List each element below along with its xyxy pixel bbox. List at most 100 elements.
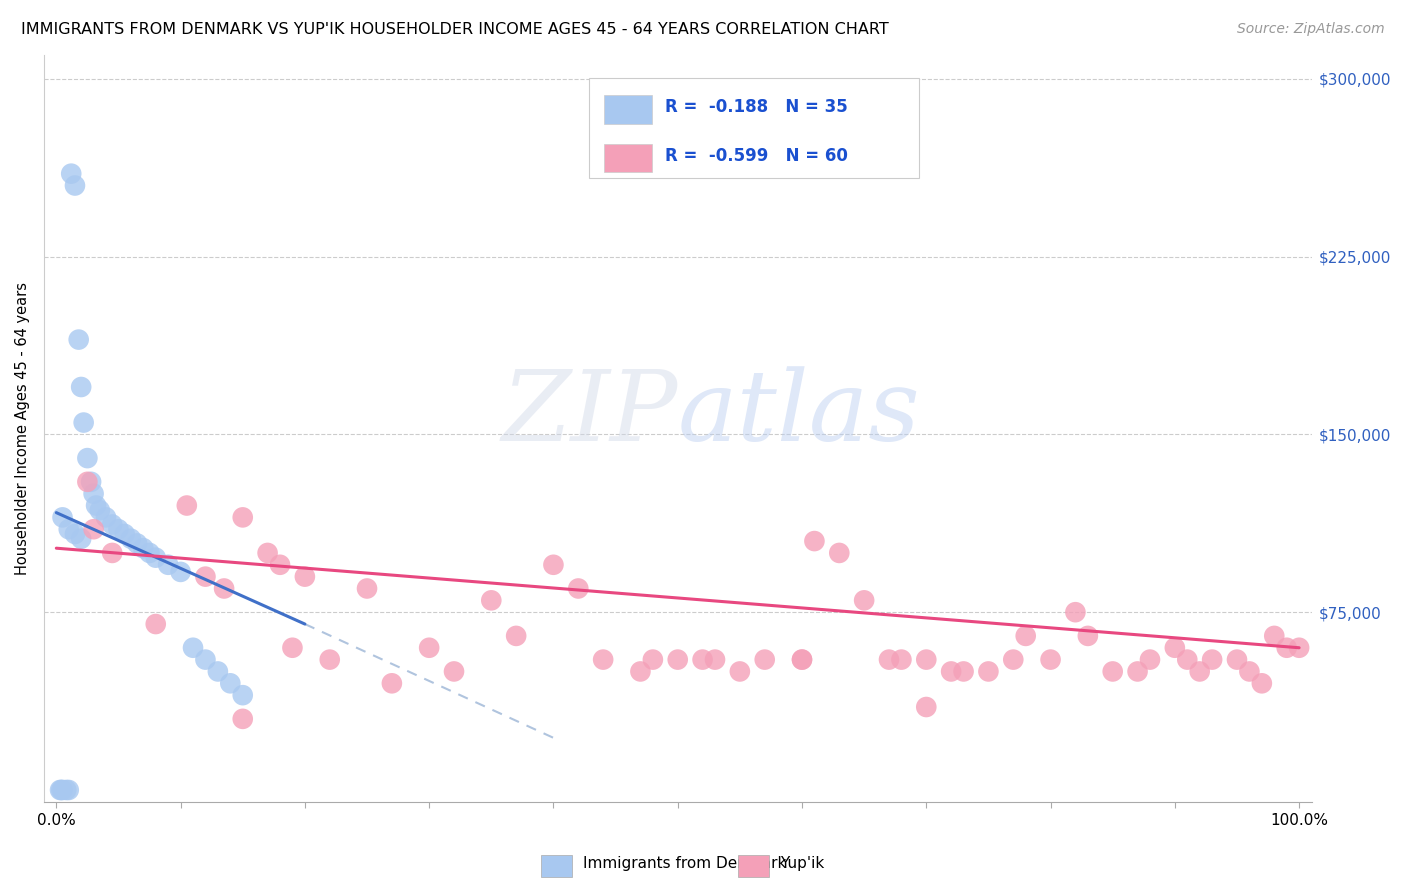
Point	[70, 532, 93, 546]
Point	[83, 486, 105, 500]
Text: R =  -0.188   N = 35: R = -0.188 N = 35	[665, 98, 848, 117]
Point	[1164, 640, 1187, 655]
Point	[58, 783, 80, 797]
Point	[418, 640, 440, 655]
Point	[101, 517, 124, 532]
Point	[853, 593, 876, 607]
Point	[76, 475, 98, 489]
Point	[207, 665, 229, 679]
Point	[319, 652, 342, 666]
Point	[754, 652, 776, 666]
Point	[1126, 665, 1149, 679]
Point	[915, 652, 938, 666]
Point	[1175, 652, 1198, 666]
Point	[194, 569, 217, 583]
Point	[1077, 629, 1099, 643]
Point	[63, 178, 86, 193]
Point	[1239, 665, 1261, 679]
Point	[176, 499, 198, 513]
Point	[49, 783, 72, 797]
Point	[790, 652, 813, 666]
Point	[952, 665, 974, 679]
Point	[181, 640, 204, 655]
Text: atlas: atlas	[678, 366, 921, 461]
Text: ZIP: ZIP	[502, 366, 678, 461]
Point	[84, 499, 107, 513]
Point	[55, 783, 77, 797]
Point	[543, 558, 565, 572]
Point	[70, 380, 93, 394]
Point	[592, 652, 614, 666]
Point	[1188, 665, 1211, 679]
Point	[145, 550, 167, 565]
Point	[256, 546, 278, 560]
Point	[728, 665, 751, 679]
Point	[1064, 605, 1087, 619]
Point	[60, 167, 83, 181]
Point	[212, 582, 235, 596]
Point	[1226, 652, 1249, 666]
Point	[232, 688, 254, 702]
Point	[232, 712, 254, 726]
Point	[1139, 652, 1161, 666]
Point	[790, 652, 813, 666]
FancyBboxPatch shape	[605, 144, 652, 172]
Point	[169, 565, 191, 579]
Point	[51, 783, 73, 797]
Text: Source: ZipAtlas.com: Source: ZipAtlas.com	[1237, 22, 1385, 37]
Point	[1275, 640, 1298, 655]
Point	[51, 783, 73, 797]
Point	[94, 510, 117, 524]
Point	[939, 665, 962, 679]
Point	[1002, 652, 1025, 666]
Point	[803, 534, 825, 549]
Point	[107, 522, 129, 536]
Point	[51, 510, 73, 524]
Point	[630, 665, 652, 679]
Point	[381, 676, 404, 690]
Y-axis label: Householder Income Ages 45 - 64 years: Householder Income Ages 45 - 64 years	[15, 282, 30, 575]
Point	[76, 451, 98, 466]
Point	[194, 652, 217, 666]
Point	[1288, 640, 1310, 655]
Point	[1101, 665, 1123, 679]
Point	[89, 503, 111, 517]
Point	[281, 640, 304, 655]
Point	[114, 527, 136, 541]
Point	[232, 510, 254, 524]
Point	[505, 629, 527, 643]
Point	[915, 700, 938, 714]
Text: R =  -0.599   N = 60: R = -0.599 N = 60	[665, 147, 848, 165]
Point	[692, 652, 714, 666]
Point	[977, 665, 1000, 679]
Point	[1201, 652, 1223, 666]
Point	[356, 582, 378, 596]
Point	[1039, 652, 1062, 666]
Point	[67, 333, 90, 347]
Text: IMMIGRANTS FROM DENMARK VS YUP'IK HOUSEHOLDER INCOME AGES 45 - 64 YEARS CORRELAT: IMMIGRANTS FROM DENMARK VS YUP'IK HOUSEH…	[21, 22, 889, 37]
Point	[127, 536, 149, 550]
Point	[1250, 676, 1272, 690]
Point	[1263, 629, 1285, 643]
Point	[828, 546, 851, 560]
Point	[83, 522, 105, 536]
Point	[294, 569, 316, 583]
Text: Yup'ik: Yup'ik	[780, 855, 824, 871]
Point	[145, 617, 167, 632]
Point	[567, 582, 589, 596]
FancyBboxPatch shape	[589, 78, 918, 178]
Point	[157, 558, 180, 572]
Point	[138, 546, 160, 560]
Point	[132, 541, 155, 556]
Point	[704, 652, 727, 666]
Point	[269, 558, 291, 572]
Point	[877, 652, 900, 666]
Point	[63, 527, 86, 541]
FancyBboxPatch shape	[605, 95, 652, 124]
Point	[101, 546, 124, 560]
Point	[80, 475, 103, 489]
Point	[666, 652, 689, 666]
Point	[443, 665, 465, 679]
Point	[1015, 629, 1038, 643]
Text: Immigrants from Denmark: Immigrants from Denmark	[583, 855, 787, 871]
